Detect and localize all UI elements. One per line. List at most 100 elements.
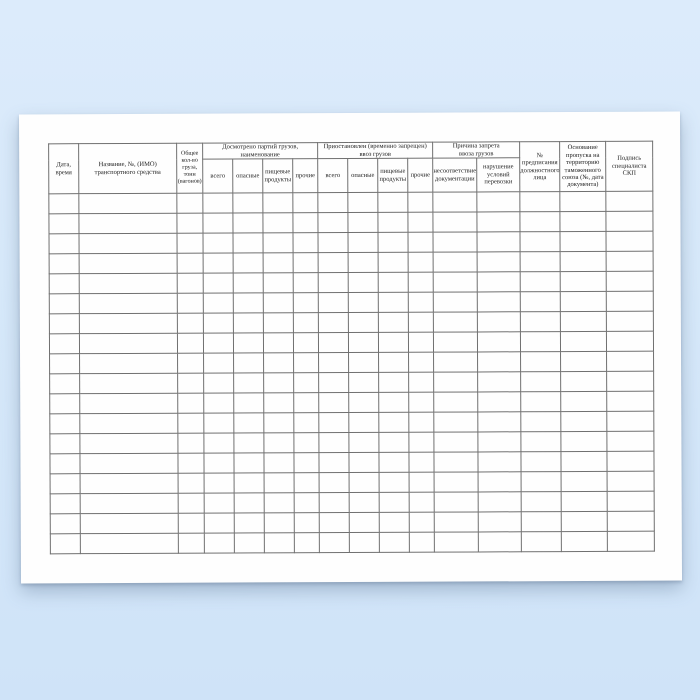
table-cell [348,412,379,433]
table-cell [477,291,521,312]
table-row [49,431,655,454]
table-cell [263,372,294,393]
table-cell [203,453,235,474]
table-cell [177,373,204,394]
table-cell [606,371,654,392]
table-cell [560,431,608,452]
table-cell [521,531,562,552]
table-cell [606,291,654,312]
table-cell [263,352,294,373]
table-cell [477,351,521,372]
table-cell [478,511,522,532]
table-cell [434,531,479,553]
table-cell [177,433,204,454]
column-header: Подпись специалиста СКП [605,141,653,192]
table-cell [318,412,349,433]
table-cell [520,391,561,412]
table-cell [203,413,234,434]
table-cell [178,473,205,494]
table-row [50,471,655,494]
table-row [50,531,655,554]
table-cell [49,433,80,454]
table-cell [202,213,233,234]
table-cell [49,333,80,354]
table-cell [232,192,263,214]
table-cell [262,232,294,253]
column-subheader: прочие [407,158,433,193]
table-cell [520,331,561,352]
column-header: Основание пропуска на территорию таможен… [559,141,606,192]
table-cell [408,432,435,453]
table-cell [349,512,380,533]
table-cell [203,313,234,334]
table-cell [232,232,264,254]
table-row [49,331,654,354]
table-cell [232,212,263,234]
table-cell [319,512,350,533]
table-cell [520,311,561,332]
table-cell [176,233,204,254]
table-cell [477,391,521,412]
table-cell [177,253,204,274]
table-cell [408,312,434,333]
table-cell [292,212,319,233]
table-cell [433,311,478,333]
table-cell [79,433,178,454]
table-cell [348,312,379,333]
table-cell [178,533,205,554]
table-cell [263,412,294,433]
table-cell [319,452,350,473]
table-cell [477,271,521,292]
table-cell [234,532,265,554]
table-row [49,351,654,374]
table-cell [348,392,379,413]
table-cell [477,311,521,332]
table-cell [606,431,655,452]
table-cell [521,511,562,532]
table-cell [560,271,607,292]
table-cell [263,312,294,333]
table-cell [409,472,435,493]
column-header: Название, №, (ИМО) транспортного средств… [78,143,177,194]
table-cell [434,491,479,513]
table-cell [378,252,409,273]
table-cell [49,373,80,394]
column-subheader: пищевые продукты [262,158,293,193]
table-cell [434,451,479,473]
table-cell [560,231,607,252]
table-cell [477,231,521,252]
table-cell [292,232,319,253]
table-cell [378,392,409,413]
table-cell [203,433,234,454]
table-cell [177,353,204,374]
table-cell [561,491,608,512]
table-row [50,511,655,534]
table-cell [560,351,607,372]
table-cell [50,473,81,494]
table-cell [318,232,349,253]
column-group-header: Причина запрета ввоза грузов [432,141,520,159]
table-cell [234,512,265,534]
column-group-header: Приостановлен (временно запрещен) ввоз г… [317,142,433,159]
table-row [50,491,655,514]
table-cell [408,412,434,433]
table-cell [294,472,320,493]
table-cell [262,192,293,213]
table-cell [319,472,350,493]
table-cell [204,493,235,514]
table-cell [203,293,234,314]
table-cell [407,212,434,233]
table-cell [79,253,178,274]
table-cell [79,373,178,394]
document-page: Дата, время Название, №, (ИМО) транспортн… [18,111,683,584]
table-cell [293,432,320,453]
table-cell [607,511,655,532]
table-cell [605,191,653,212]
table-row [48,191,653,214]
column-subheader: прочие [292,158,318,193]
table-cell [318,352,349,373]
table-cell [349,452,380,473]
table-cell [408,372,434,393]
table-cell [78,193,177,214]
table-cell [348,372,379,393]
